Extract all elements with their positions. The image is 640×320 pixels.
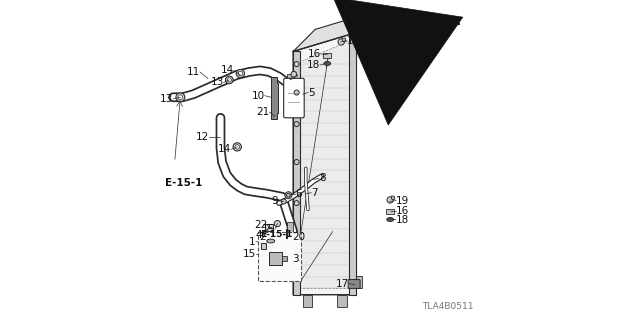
Text: 4: 4 bbox=[255, 230, 262, 240]
Circle shape bbox=[281, 199, 286, 204]
Text: 17: 17 bbox=[336, 279, 349, 289]
Text: 3: 3 bbox=[292, 254, 299, 264]
Polygon shape bbox=[293, 10, 378, 52]
Polygon shape bbox=[323, 53, 331, 58]
Polygon shape bbox=[282, 256, 287, 261]
Circle shape bbox=[178, 95, 183, 100]
Polygon shape bbox=[293, 52, 300, 295]
Polygon shape bbox=[391, 196, 395, 199]
Text: 16: 16 bbox=[396, 206, 409, 216]
Text: 6: 6 bbox=[296, 189, 302, 199]
FancyBboxPatch shape bbox=[348, 280, 360, 288]
Text: 12: 12 bbox=[196, 132, 209, 142]
Text: 14: 14 bbox=[218, 144, 231, 154]
Circle shape bbox=[294, 90, 299, 95]
Circle shape bbox=[235, 145, 239, 149]
Polygon shape bbox=[349, 33, 356, 295]
Text: 20: 20 bbox=[292, 232, 305, 242]
Polygon shape bbox=[271, 77, 278, 119]
Polygon shape bbox=[287, 74, 293, 92]
Polygon shape bbox=[265, 224, 273, 236]
Text: 2: 2 bbox=[260, 232, 266, 242]
Ellipse shape bbox=[267, 239, 275, 243]
Text: 5: 5 bbox=[308, 88, 315, 98]
Polygon shape bbox=[287, 222, 293, 241]
Text: 16: 16 bbox=[308, 49, 321, 59]
Text: FR.: FR. bbox=[438, 15, 461, 28]
Circle shape bbox=[274, 220, 280, 227]
Circle shape bbox=[294, 159, 299, 164]
Text: 9: 9 bbox=[271, 196, 278, 205]
Text: E-15-1: E-15-1 bbox=[164, 178, 202, 188]
Circle shape bbox=[227, 78, 232, 82]
Text: 13: 13 bbox=[211, 77, 223, 87]
Text: 18: 18 bbox=[396, 214, 409, 225]
Circle shape bbox=[294, 122, 299, 127]
Ellipse shape bbox=[387, 218, 394, 221]
Polygon shape bbox=[356, 276, 362, 288]
Polygon shape bbox=[261, 243, 266, 249]
Text: 13: 13 bbox=[160, 94, 173, 104]
Ellipse shape bbox=[267, 228, 274, 232]
Polygon shape bbox=[303, 295, 312, 308]
Text: 8: 8 bbox=[319, 173, 326, 183]
FancyBboxPatch shape bbox=[284, 78, 304, 118]
Text: 14: 14 bbox=[221, 65, 234, 76]
Text: 7: 7 bbox=[311, 188, 318, 198]
Text: E-15-1: E-15-1 bbox=[260, 230, 293, 239]
Circle shape bbox=[285, 192, 292, 199]
Polygon shape bbox=[285, 84, 303, 116]
Ellipse shape bbox=[324, 61, 331, 66]
Circle shape bbox=[294, 201, 299, 206]
Polygon shape bbox=[269, 252, 282, 265]
Circle shape bbox=[294, 260, 299, 266]
Text: 18: 18 bbox=[307, 60, 320, 70]
Text: 10: 10 bbox=[252, 91, 265, 101]
Circle shape bbox=[287, 193, 291, 197]
Text: 1: 1 bbox=[249, 237, 256, 247]
Circle shape bbox=[259, 251, 266, 257]
Circle shape bbox=[291, 71, 296, 77]
Polygon shape bbox=[293, 33, 356, 295]
Circle shape bbox=[236, 69, 244, 78]
Text: 19: 19 bbox=[396, 196, 409, 205]
Polygon shape bbox=[342, 38, 346, 41]
Text: 21: 21 bbox=[256, 107, 269, 117]
Circle shape bbox=[387, 197, 394, 203]
Circle shape bbox=[176, 93, 185, 102]
Text: 19: 19 bbox=[347, 36, 360, 46]
Circle shape bbox=[233, 143, 241, 151]
Text: 15: 15 bbox=[243, 249, 256, 259]
Circle shape bbox=[338, 39, 344, 45]
Polygon shape bbox=[337, 295, 347, 308]
Circle shape bbox=[294, 61, 299, 67]
Circle shape bbox=[225, 76, 233, 84]
Text: 15: 15 bbox=[262, 224, 275, 234]
Polygon shape bbox=[387, 209, 394, 214]
Text: 11: 11 bbox=[187, 67, 200, 77]
Text: TLA4B0511: TLA4B0511 bbox=[422, 301, 473, 310]
Polygon shape bbox=[299, 40, 351, 288]
Text: 22: 22 bbox=[254, 220, 268, 229]
Polygon shape bbox=[290, 75, 298, 80]
Bar bbox=[259, 232, 301, 281]
Circle shape bbox=[285, 236, 289, 240]
Circle shape bbox=[238, 71, 243, 76]
Circle shape bbox=[294, 232, 299, 237]
